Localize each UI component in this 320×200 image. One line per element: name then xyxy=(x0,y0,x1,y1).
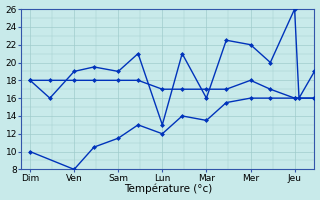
X-axis label: Température (°c): Température (°c) xyxy=(124,184,212,194)
